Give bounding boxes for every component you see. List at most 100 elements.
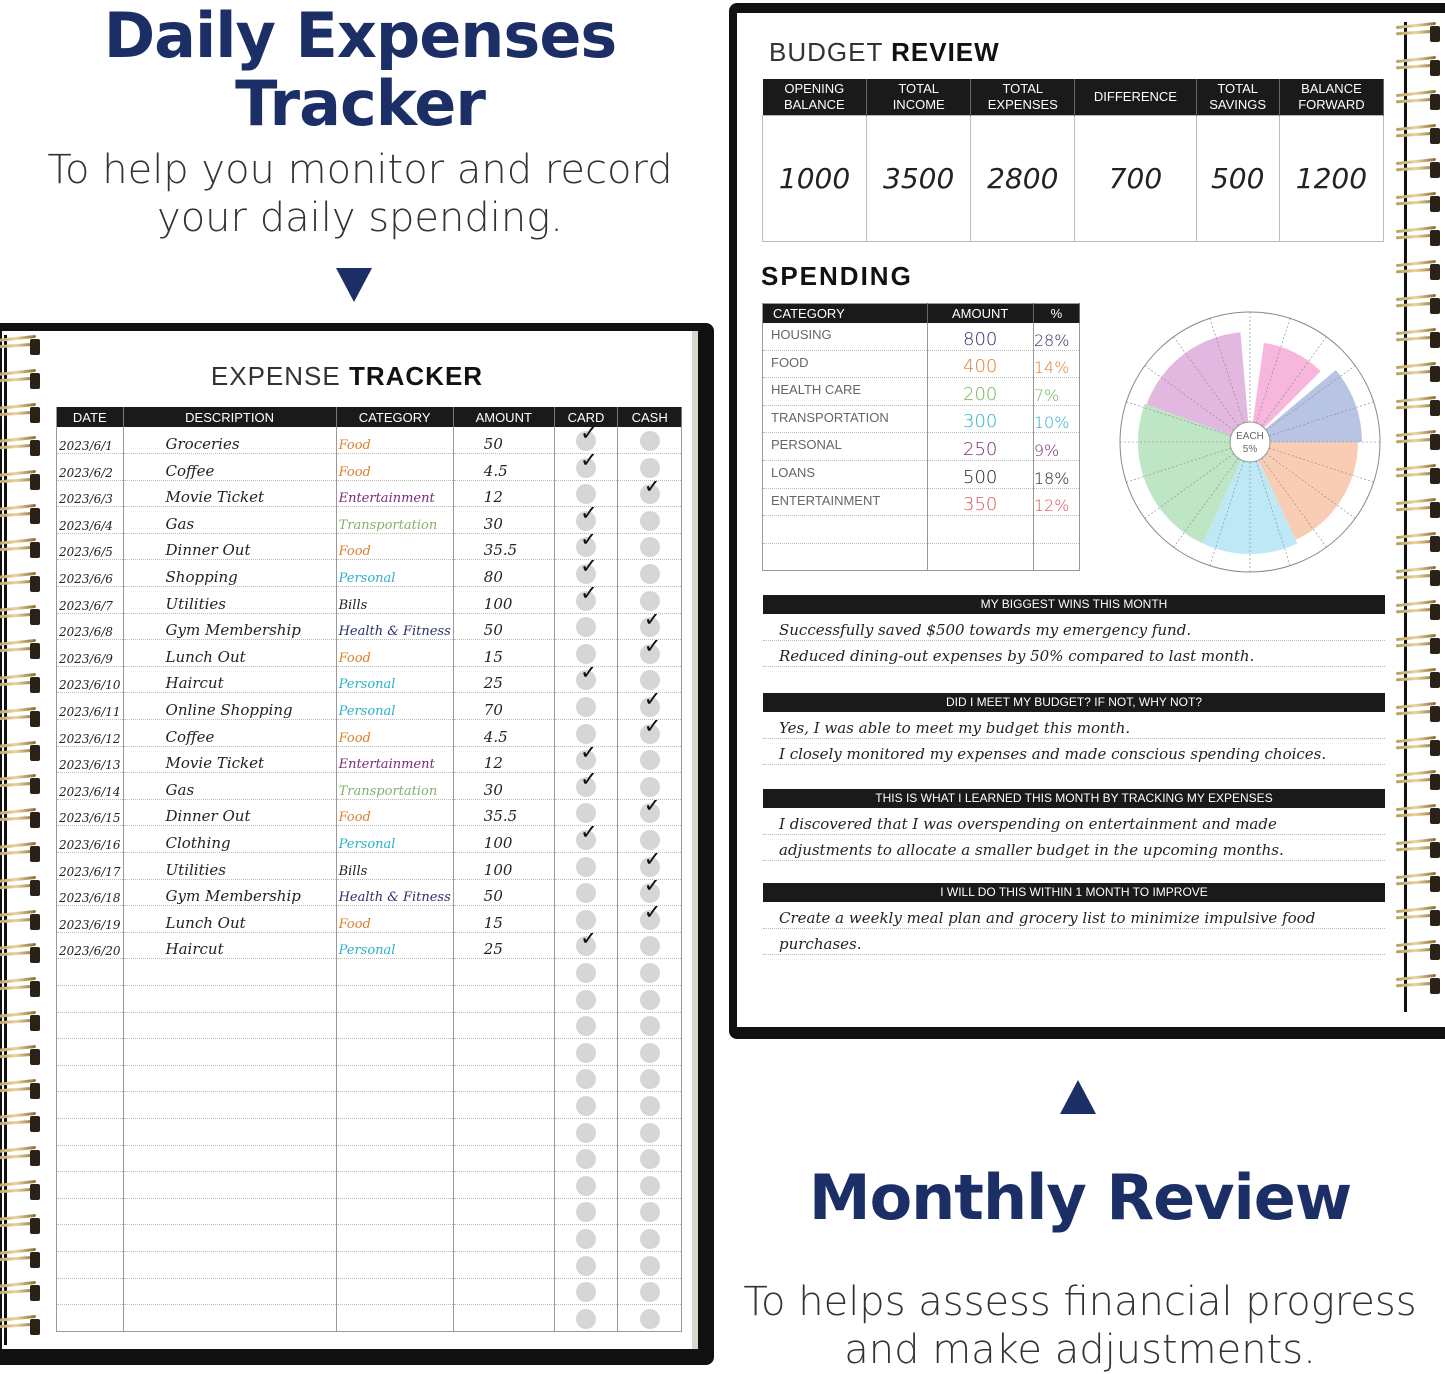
cash-checkbox[interactable]: [639, 1149, 660, 1170]
card-checkbox[interactable]: ✓: [576, 773, 598, 797]
empty-cell[interactable]: [1033, 515, 1081, 544]
empty-cell[interactable]: [336, 1304, 454, 1332]
cash-checkbox[interactable]: [639, 1095, 660, 1116]
card-checkbox[interactable]: [576, 1228, 597, 1249]
card-checkbox[interactable]: [576, 1016, 597, 1037]
empty-cell[interactable]: [336, 1171, 454, 1199]
empty-cell[interactable]: [56, 1304, 124, 1332]
cash-checkbox[interactable]: [639, 989, 660, 1010]
cash-checkbox[interactable]: [639, 1016, 660, 1037]
empty-cell[interactable]: [56, 1145, 124, 1173]
card-checkbox[interactable]: ✓: [576, 427, 598, 452]
card-checkbox[interactable]: [576, 1069, 597, 1090]
empty-cell[interactable]: [123, 1278, 337, 1306]
card-checkbox[interactable]: ✓: [576, 826, 598, 850]
card-checkbox[interactable]: [576, 1095, 597, 1116]
card-checkbox[interactable]: [576, 1149, 597, 1170]
cash-checkbox[interactable]: ✓: [639, 906, 662, 930]
card-checkbox[interactable]: ✓: [576, 666, 598, 691]
cash-checkbox[interactable]: ✓: [639, 613, 662, 638]
card-checkbox[interactable]: [576, 1308, 597, 1329]
card-checkbox[interactable]: [576, 617, 597, 638]
cash-checkbox[interactable]: [639, 1282, 660, 1303]
empty-cell[interactable]: [453, 1198, 555, 1226]
empty-cell[interactable]: [123, 1171, 337, 1199]
cash-checkbox[interactable]: [639, 962, 660, 983]
empty-cell[interactable]: [123, 958, 337, 986]
empty-cell[interactable]: [56, 1091, 124, 1119]
empty-cell[interactable]: [56, 1118, 124, 1146]
cash-checkbox[interactable]: [639, 776, 660, 797]
cash-checkbox[interactable]: [639, 590, 660, 611]
empty-cell[interactable]: [56, 1224, 124, 1252]
empty-cell[interactable]: [123, 1118, 337, 1146]
empty-cell[interactable]: [453, 1304, 555, 1332]
empty-cell[interactable]: [453, 958, 555, 986]
empty-cell[interactable]: [123, 1012, 337, 1040]
empty-cell[interactable]: [762, 543, 928, 572]
empty-cell[interactable]: [56, 1038, 124, 1066]
empty-cell[interactable]: [56, 958, 124, 986]
empty-cell[interactable]: [453, 1065, 555, 1093]
card-checkbox[interactable]: [576, 1122, 597, 1143]
card-checkbox[interactable]: [576, 1282, 597, 1303]
card-checkbox[interactable]: [576, 856, 597, 877]
cash-checkbox[interactable]: [639, 936, 660, 957]
card-checkbox[interactable]: [576, 723, 597, 744]
empty-cell[interactable]: [123, 1091, 337, 1119]
cash-checkbox[interactable]: [639, 1308, 660, 1329]
card-checkbox[interactable]: ✓: [576, 587, 598, 611]
empty-cell[interactable]: [927, 543, 1034, 572]
empty-cell[interactable]: [123, 1038, 337, 1066]
empty-cell[interactable]: [336, 1091, 454, 1119]
empty-cell[interactable]: [453, 1091, 555, 1119]
empty-cell[interactable]: [453, 1038, 555, 1066]
card-checkbox[interactable]: ✓: [576, 454, 598, 478]
card-checkbox[interactable]: [576, 883, 597, 904]
cash-checkbox[interactable]: [639, 537, 660, 558]
empty-cell[interactable]: [123, 1251, 337, 1279]
empty-cell[interactable]: [336, 1012, 454, 1040]
cash-checkbox[interactable]: ✓: [639, 693, 662, 718]
card-checkbox[interactable]: [576, 962, 597, 983]
empty-cell[interactable]: [336, 985, 454, 1013]
card-checkbox[interactable]: [576, 697, 597, 718]
cash-checkbox[interactable]: [639, 750, 660, 771]
cash-checkbox[interactable]: [639, 1042, 660, 1063]
empty-cell[interactable]: [336, 1198, 454, 1226]
cash-checkbox[interactable]: ✓: [639, 853, 662, 877]
empty-cell[interactable]: [56, 985, 124, 1013]
card-checkbox[interactable]: ✓: [576, 533, 598, 558]
empty-cell[interactable]: [123, 1145, 337, 1173]
empty-cell[interactable]: [336, 1065, 454, 1093]
empty-cell[interactable]: [1033, 543, 1081, 572]
reflection-line[interactable]: Reduced dining-out expenses by 50% compa…: [763, 641, 1385, 667]
cash-checkbox[interactable]: ✓: [639, 799, 662, 824]
cash-checkbox[interactable]: [639, 1175, 660, 1196]
card-checkbox[interactable]: [576, 1175, 597, 1196]
reflection-line[interactable]: I closely monitored my expenses and made…: [763, 739, 1385, 765]
empty-cell[interactable]: [453, 1251, 555, 1279]
empty-cell[interactable]: [123, 1065, 337, 1093]
empty-cell[interactable]: [336, 1118, 454, 1146]
reflection-line[interactable]: I discovered that I was overspending on …: [763, 809, 1385, 835]
empty-cell[interactable]: [453, 1278, 555, 1306]
empty-cell[interactable]: [453, 1118, 555, 1146]
cash-checkbox[interactable]: [639, 457, 660, 478]
empty-cell[interactable]: [762, 515, 928, 544]
reflection-line[interactable]: purchases.: [763, 929, 1385, 955]
card-checkbox[interactable]: [576, 643, 597, 664]
card-checkbox[interactable]: ✓: [576, 507, 598, 531]
cash-checkbox[interactable]: ✓: [639, 720, 662, 744]
reflection-line[interactable]: Successfully saved $500 towards my emerg…: [763, 615, 1385, 641]
empty-cell[interactable]: [336, 1145, 454, 1173]
empty-cell[interactable]: [123, 1198, 337, 1226]
empty-cell[interactable]: [453, 1171, 555, 1199]
empty-cell[interactable]: [56, 1171, 124, 1199]
empty-cell[interactable]: [56, 1251, 124, 1279]
empty-cell[interactable]: [336, 958, 454, 986]
empty-cell[interactable]: [336, 1224, 454, 1252]
empty-cell[interactable]: [927, 515, 1034, 544]
empty-cell[interactable]: [453, 1012, 555, 1040]
reflection-line[interactable]: adjustments to allocate a smaller budget…: [763, 835, 1385, 861]
